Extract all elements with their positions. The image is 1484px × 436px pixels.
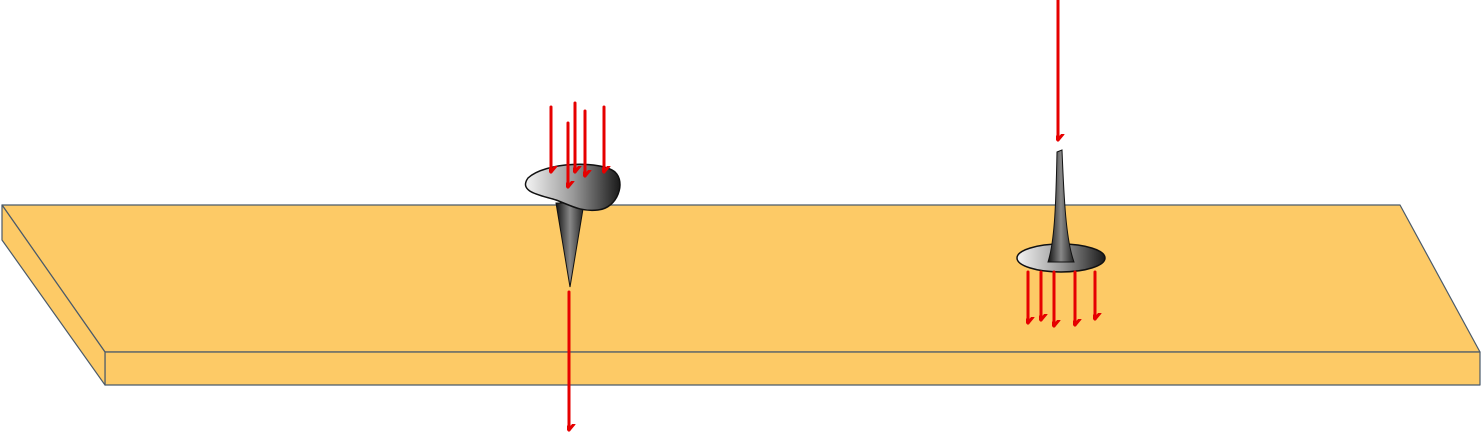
- tack-point-up: [1016, 149, 1106, 273]
- tack-spike: [1047, 149, 1075, 263]
- board-side: [1, 204, 106, 386]
- board-front: [104, 351, 1481, 386]
- force-arrows-right: [1028, 0, 1095, 328]
- force-arrows-left: [551, 101, 604, 432]
- tack-head: [524, 163, 621, 212]
- board: [1, 204, 1481, 386]
- board-top: [1, 204, 1481, 353]
